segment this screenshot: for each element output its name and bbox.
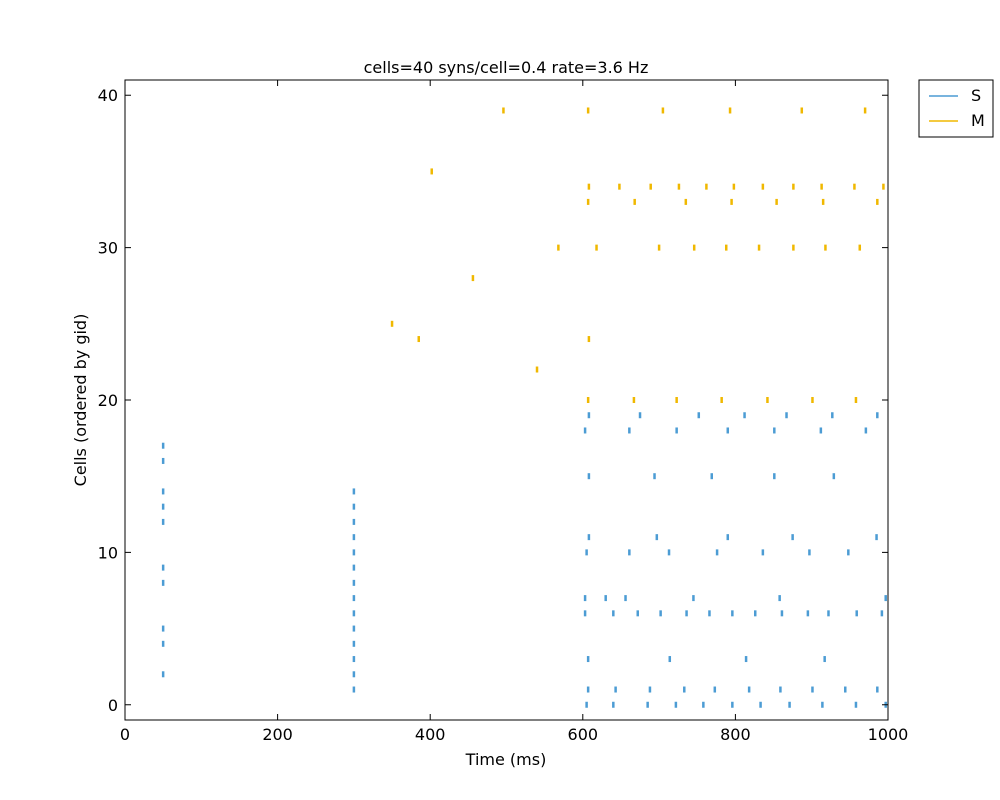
y-tick-label: 20: [98, 391, 118, 410]
y-axis: 0 10 20 30 40: [98, 86, 888, 715]
y-tick-label: 40: [98, 86, 118, 105]
y-axis-label: Cells (ordered by gid): [71, 314, 90, 487]
legend-box: [918, 79, 994, 138]
plot-frame: [124, 79, 889, 721]
series-s: [161, 412, 887, 708]
y-tick-label: 10: [98, 543, 118, 562]
legend-label-s: S: [971, 86, 981, 105]
x-tick-label: 200: [262, 725, 293, 744]
x-tick-label: 0: [120, 725, 130, 744]
x-tick-label: 800: [720, 725, 751, 744]
x-tick-label: 1000: [868, 725, 909, 744]
series-m: [390, 107, 885, 403]
x-axis-label: Time (ms): [465, 750, 547, 769]
y-tick-label: 0: [108, 696, 118, 715]
y-tick-label: 30: [98, 239, 118, 258]
x-axis: 0 200 400 600 800 1000: [120, 80, 908, 744]
x-tick-label: 400: [415, 725, 446, 744]
plot-marks: [161, 107, 887, 708]
chart-title: cells=40 syns/cell=0.4 rate=3.6 Hz: [364, 58, 649, 77]
legend-label-m: M: [971, 111, 985, 130]
legend: S M: [918, 79, 994, 138]
x-tick-label: 600: [568, 725, 599, 744]
